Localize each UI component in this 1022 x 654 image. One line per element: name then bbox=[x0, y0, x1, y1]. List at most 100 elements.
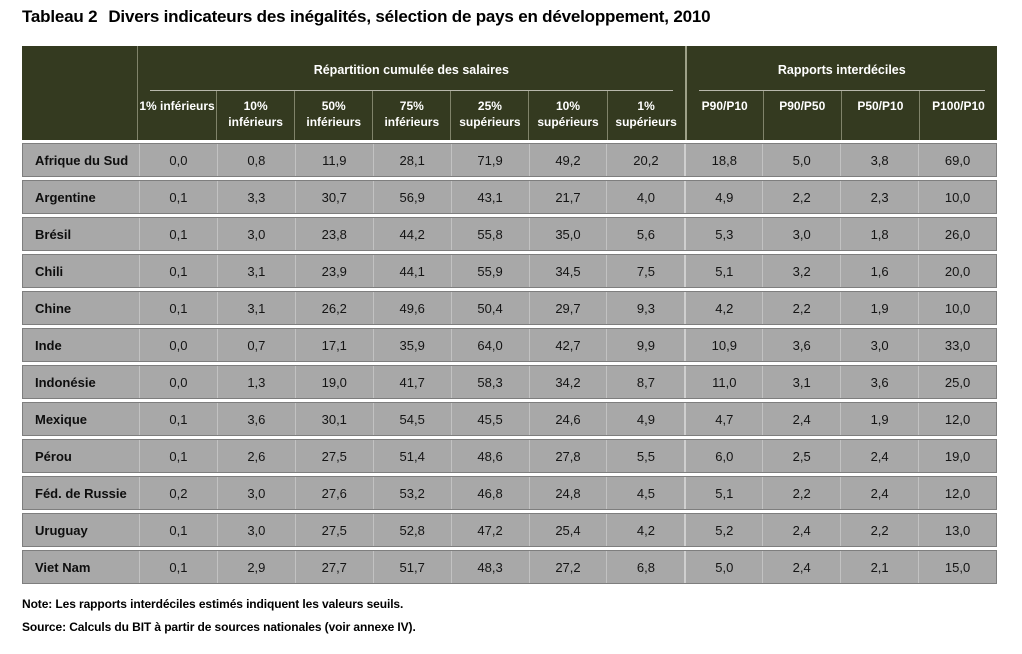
document-page: Tableau 2 Divers indicateurs des inégalit… bbox=[22, 7, 997, 634]
column-header: 10% supérieurs bbox=[528, 91, 606, 140]
table-cell: 11,9 bbox=[294, 144, 373, 176]
table-cell: 9,3 bbox=[606, 292, 684, 324]
row-label-country: Brésil bbox=[35, 226, 72, 242]
table-cell: 5,3 bbox=[684, 218, 762, 250]
table-row: Argentine 0,1 3,3 30,7 56,9 43,1 21,7 4,0 4,9 2,2… bbox=[22, 180, 997, 214]
table-footnotes: Note: Les rapports interdéciles estimés … bbox=[22, 597, 997, 634]
table-cell: 56,9 bbox=[372, 181, 451, 213]
table-row: Afrique du Sud 0,0 0,8 11,9 28,1 71,9 49,2 20,2… bbox=[22, 143, 997, 177]
row-label-country: Chili bbox=[35, 263, 64, 279]
table-cell: 0,1 bbox=[139, 218, 217, 250]
row-label-country: Chine bbox=[35, 300, 72, 316]
table-cell: 4,9 bbox=[684, 181, 762, 213]
table-cell: 0,1 bbox=[139, 440, 217, 472]
row-label-country: Afrique du Sud bbox=[35, 152, 129, 168]
row-label-country: Mexique bbox=[35, 411, 88, 427]
table-cell: 3,8 bbox=[840, 144, 918, 176]
table-number-label: Tableau 2 bbox=[22, 7, 98, 26]
column-header: 1% inférieurs bbox=[139, 99, 215, 113]
row-label-country: Inde bbox=[35, 337, 62, 353]
table-cell: 26,0 bbox=[918, 218, 996, 250]
table-cell: 27,7 bbox=[294, 551, 373, 583]
table-cell: 33,0 bbox=[918, 329, 996, 361]
column-group-label: Rapports interdéciles bbox=[777, 63, 906, 77]
table-cell: 25,0 bbox=[918, 366, 996, 398]
table-cell: 3,0 bbox=[762, 218, 840, 250]
column-header: 25% supérieurs bbox=[450, 91, 528, 140]
table-row: Brésil 0,1 3,0 23,8 44,2 55,8 35,0 5,6 5,3 3,0 1,8… bbox=[22, 217, 997, 251]
table-cell: 0,0 bbox=[139, 144, 217, 176]
table-row: Pérou 0,1 2,6 27,5 51,4 48,6 27,8 5,5 6,0 2,5 2,4 1… bbox=[22, 439, 997, 473]
table-cell: 0,0 bbox=[139, 329, 217, 361]
table-cell: 46,8 bbox=[450, 477, 529, 509]
table-cell: 28,1 bbox=[372, 144, 451, 176]
table-cell: 1,6 bbox=[840, 255, 918, 287]
table-cell: 20,0 bbox=[918, 255, 996, 287]
table-cell: 48,3 bbox=[450, 551, 529, 583]
table-row: Indonésie 0,0 1,3 19,0 41,7 58,3 34,2 8,7 11,0 3,… bbox=[22, 365, 997, 399]
table-cell: 47,2 bbox=[450, 514, 529, 546]
table-cell: 1,9 bbox=[840, 403, 918, 435]
table-cell: 2,4 bbox=[840, 477, 918, 509]
table-cell: 3,0 bbox=[216, 218, 295, 250]
table-cell: 55,9 bbox=[450, 255, 529, 287]
column-header: P100/P10 bbox=[918, 91, 997, 140]
column-header: P90/P10 bbox=[684, 91, 763, 140]
table-cell: 6,0 bbox=[684, 440, 762, 472]
row-label-country: Pérou bbox=[35, 448, 72, 464]
table-body: Afrique du Sud 0,0 0,8 11,9 28,1 71,9 49,2 20,2… bbox=[22, 143, 997, 584]
table-cell: 44,1 bbox=[372, 255, 451, 287]
table-cell: 12,0 bbox=[918, 403, 996, 435]
table-cell: 0,1 bbox=[139, 514, 217, 546]
row-label-country: Argentine bbox=[35, 189, 96, 205]
table-cell: 0,0 bbox=[139, 366, 217, 398]
table-cell: 69,0 bbox=[918, 144, 996, 176]
table-cell: 30,7 bbox=[294, 181, 373, 213]
table-cell: 27,6 bbox=[294, 477, 373, 509]
table-cell: 2,9 bbox=[216, 551, 295, 583]
column-group-label: Répartition cumulée des salaires bbox=[313, 63, 509, 77]
table-cell: 2,6 bbox=[216, 440, 295, 472]
table-cell: 13,0 bbox=[918, 514, 996, 546]
table-cell: 18,8 bbox=[684, 144, 762, 176]
table-cell: 3,6 bbox=[762, 329, 840, 361]
table-cell: 5,1 bbox=[684, 255, 762, 287]
table-cell: 25,4 bbox=[528, 514, 607, 546]
table-cell: 23,9 bbox=[294, 255, 373, 287]
table-cell: 2,4 bbox=[762, 514, 840, 546]
table-cell: 3,1 bbox=[216, 292, 295, 324]
table-cell: 58,3 bbox=[450, 366, 529, 398]
table-cell: 23,8 bbox=[294, 218, 373, 250]
inequality-indicators-table: Répartition cumulée des salaires Rapport… bbox=[22, 46, 997, 584]
table-cell: 24,8 bbox=[528, 477, 607, 509]
table-cell: 2,4 bbox=[762, 551, 840, 583]
table-cell: 19,0 bbox=[918, 440, 996, 472]
table-cell: 2,2 bbox=[762, 477, 840, 509]
table-cell: 30,1 bbox=[294, 403, 373, 435]
column-header: 50% inférieurs bbox=[294, 91, 372, 140]
table-cell: 0,2 bbox=[139, 477, 217, 509]
column-header: P50/P10 bbox=[840, 91, 919, 140]
table-cell: 17,1 bbox=[294, 329, 373, 361]
table-cell: 10,0 bbox=[918, 292, 996, 324]
table-cell: 64,0 bbox=[450, 329, 529, 361]
table-cell: 52,8 bbox=[372, 514, 451, 546]
table-cell: 27,2 bbox=[528, 551, 607, 583]
table-cell: 1,9 bbox=[840, 292, 918, 324]
table-cell: 8,7 bbox=[606, 366, 684, 398]
table-cell: 10,9 bbox=[684, 329, 762, 361]
table-cell: 4,2 bbox=[606, 514, 684, 546]
column-group-salary-distribution: Répartition cumulée des salaires bbox=[138, 46, 685, 91]
table-cell: 0,1 bbox=[139, 551, 217, 583]
table-row: Inde 0,0 0,7 17,1 35,9 64,0 42,7 9,9 10,9 3,6 3,0 3… bbox=[22, 328, 997, 362]
table-cell: 15,0 bbox=[918, 551, 996, 583]
table-cell: 3,0 bbox=[840, 329, 918, 361]
table-cell: 55,8 bbox=[450, 218, 529, 250]
table-cell: 2,5 bbox=[762, 440, 840, 472]
table-cell: 44,2 bbox=[372, 218, 451, 250]
table-cell: 0,1 bbox=[139, 403, 217, 435]
table-cell: 5,1 bbox=[684, 477, 762, 509]
table-cell: 51,7 bbox=[372, 551, 451, 583]
table-cell: 2,2 bbox=[762, 181, 840, 213]
note-line: Note: Les rapports interdéciles estimés … bbox=[22, 597, 404, 611]
